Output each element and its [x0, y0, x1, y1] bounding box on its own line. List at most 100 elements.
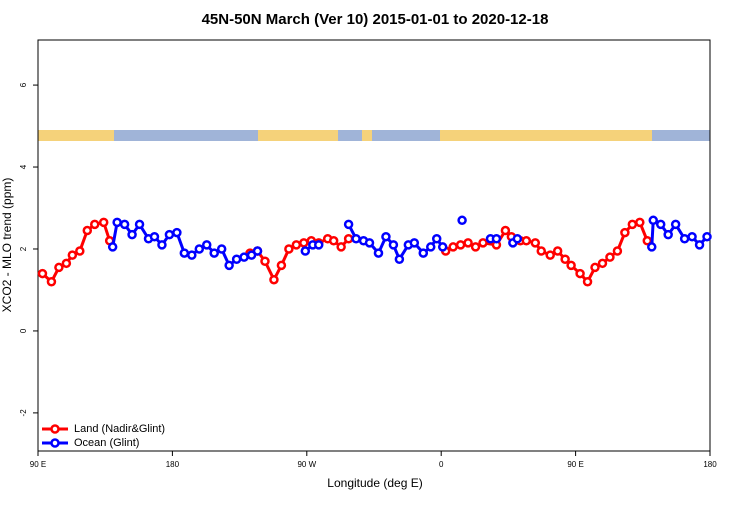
- data-point: [605, 252, 615, 262]
- data-point: [545, 250, 555, 260]
- data-point: [119, 219, 130, 230]
- data-point: [194, 244, 205, 254]
- data-point: [89, 219, 100, 230]
- data-point: [46, 277, 57, 287]
- data-point: [679, 233, 690, 244]
- map-strip: [38, 130, 710, 141]
- y-tick-label: 2: [19, 246, 28, 251]
- data-point: [61, 258, 72, 269]
- data-point: [284, 244, 294, 254]
- data-point: [463, 238, 473, 248]
- data-point: [269, 274, 279, 285]
- data-point: [431, 233, 442, 244]
- data-point: [512, 233, 523, 244]
- data-point: [455, 240, 466, 250]
- data-point: [276, 260, 287, 271]
- data-point: [224, 260, 234, 271]
- data-point: [67, 250, 78, 260]
- data-point: [448, 242, 458, 252]
- data-point: [670, 219, 681, 230]
- x-tick-label: 180: [703, 460, 717, 469]
- data-point: [478, 238, 488, 248]
- data-point: [655, 219, 666, 230]
- data-point: [521, 236, 532, 246]
- data-point: [491, 233, 502, 244]
- data-point: [164, 229, 175, 240]
- data-point: [82, 225, 93, 236]
- x-axis-label: Longitude (deg E): [327, 476, 422, 490]
- data-point: [75, 246, 85, 256]
- data-point: [381, 231, 391, 242]
- data-point: [209, 248, 219, 258]
- data-point: [373, 248, 384, 258]
- x-tick-label: 90 E: [567, 460, 583, 469]
- data-point: [457, 215, 467, 226]
- data-point: [536, 246, 547, 256]
- data-point: [187, 250, 197, 260]
- data-point: [694, 240, 705, 250]
- data-point: [394, 254, 405, 264]
- data-point: [647, 242, 657, 252]
- data-point: [612, 246, 623, 256]
- data-point: [216, 244, 227, 254]
- data-point: [343, 233, 354, 244]
- data-point: [418, 248, 429, 258]
- data-point: [291, 240, 302, 250]
- data-point: [201, 240, 212, 250]
- legend-marker: [50, 424, 60, 434]
- y-axis-label: XCO2 - MLO trend (ppm): [0, 178, 14, 313]
- x-tick-label: 180: [166, 460, 180, 469]
- data-point: [252, 246, 263, 256]
- data-point: [172, 227, 182, 238]
- data-point: [149, 231, 160, 242]
- chart-title: 45N-50N March (Ver 10) 2015-01-01 to 202…: [202, 11, 549, 28]
- data-point: [179, 248, 190, 258]
- data-point: [260, 256, 270, 267]
- data-point: [313, 240, 324, 250]
- data-point: [627, 219, 638, 230]
- data-point: [127, 229, 137, 240]
- plot-frame: [37, 39, 711, 452]
- data-point: [597, 258, 608, 269]
- data-point: [663, 229, 673, 240]
- data-point: [157, 240, 167, 250]
- data-point: [112, 217, 122, 228]
- data-point: [500, 225, 511, 236]
- y-tick-label: -2: [19, 409, 28, 417]
- legend-label: Land (Nadir&Glint): [74, 423, 165, 435]
- data-point: [635, 217, 645, 228]
- data-point: [98, 217, 109, 228]
- data-point: [620, 227, 630, 238]
- x-tick-label: 0: [439, 460, 444, 469]
- data-point: [530, 238, 541, 248]
- data-point: [552, 246, 563, 256]
- data-point: [37, 268, 48, 279]
- data-point: [702, 231, 712, 242]
- data-point: [328, 236, 339, 246]
- data-point: [336, 242, 346, 252]
- data-point: [364, 238, 375, 248]
- data-point: [575, 268, 585, 279]
- data-point: [437, 242, 448, 252]
- data-point: [582, 277, 593, 287]
- data-point: [470, 242, 481, 252]
- data-point: [560, 254, 570, 264]
- data-point: [687, 231, 697, 242]
- data-point: [343, 219, 354, 230]
- data-point: [299, 238, 309, 248]
- data-point: [351, 233, 361, 244]
- data-point: [107, 242, 118, 252]
- data-point: [590, 262, 600, 273]
- data-point: [300, 246, 311, 256]
- data-point: [648, 215, 659, 226]
- data-point: [134, 219, 145, 230]
- data-point: [231, 254, 242, 264]
- x-tick-label: 90 E: [30, 460, 46, 469]
- data-point: [566, 260, 576, 271]
- data-point: [239, 252, 249, 262]
- x-tick-label: 90 W: [297, 460, 316, 469]
- y-tick-label: 4: [19, 164, 28, 169]
- data-point: [246, 250, 257, 260]
- data-point: [425, 242, 436, 252]
